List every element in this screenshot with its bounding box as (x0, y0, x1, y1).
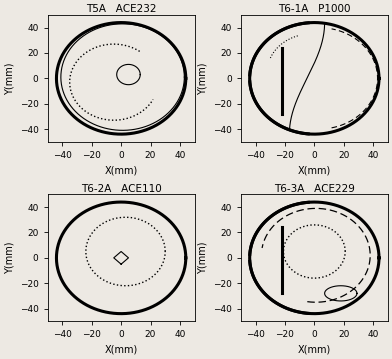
Title: T6-3A   ACE229: T6-3A ACE229 (274, 184, 355, 194)
Y-axis label: Y(mm): Y(mm) (4, 62, 14, 95)
Title: T6-1A   P1000: T6-1A P1000 (278, 4, 350, 14)
X-axis label: X(mm): X(mm) (298, 165, 331, 175)
X-axis label: X(mm): X(mm) (105, 345, 138, 355)
Title: T5A   ACE232: T5A ACE232 (86, 4, 156, 14)
Y-axis label: Y(mm): Y(mm) (4, 242, 14, 274)
Y-axis label: Y(mm): Y(mm) (198, 62, 207, 95)
X-axis label: X(mm): X(mm) (105, 165, 138, 175)
Title: T6-2A   ACE110: T6-2A ACE110 (81, 184, 162, 194)
Y-axis label: Y(mm): Y(mm) (198, 242, 207, 274)
X-axis label: X(mm): X(mm) (298, 345, 331, 355)
